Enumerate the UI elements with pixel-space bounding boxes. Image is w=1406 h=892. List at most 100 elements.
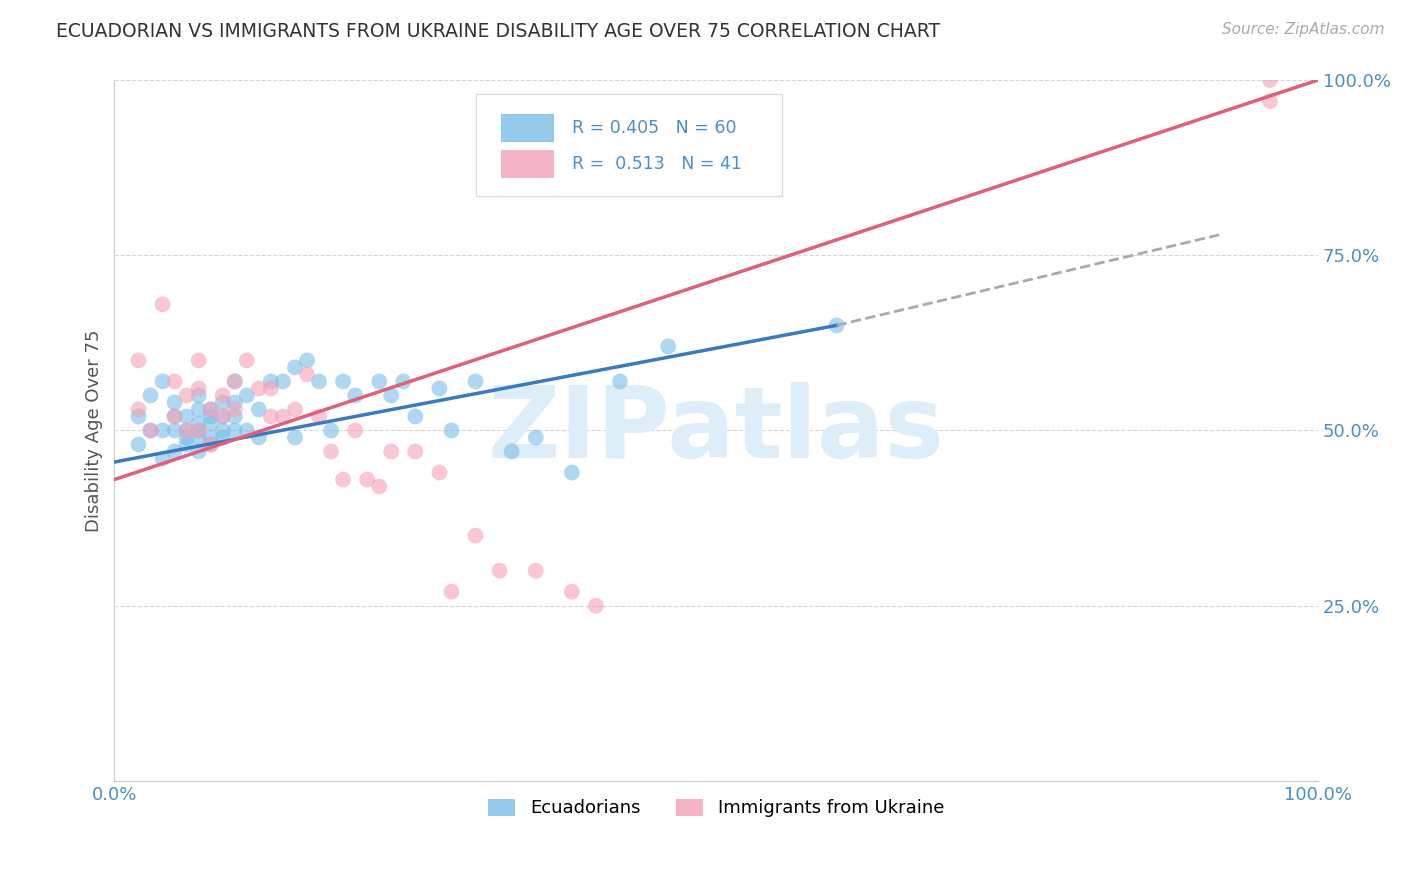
Point	[224, 375, 246, 389]
Point	[284, 360, 307, 375]
Point	[187, 424, 209, 438]
Point	[308, 409, 330, 424]
Y-axis label: Disability Age Over 75: Disability Age Over 75	[86, 329, 103, 532]
Point	[224, 375, 246, 389]
Point	[260, 409, 283, 424]
Point	[440, 424, 463, 438]
Point	[163, 375, 186, 389]
Point	[211, 409, 233, 424]
Point	[464, 528, 486, 542]
Point	[319, 444, 342, 458]
Point	[200, 430, 222, 444]
Point	[200, 402, 222, 417]
Point	[319, 424, 342, 438]
Point	[176, 437, 198, 451]
Point	[609, 375, 631, 389]
Point	[657, 339, 679, 353]
Point	[200, 409, 222, 424]
Point	[524, 430, 547, 444]
Point	[284, 430, 307, 444]
Point	[236, 353, 259, 368]
Point	[284, 402, 307, 417]
Point	[1258, 94, 1281, 108]
Point	[825, 318, 848, 333]
Point	[224, 409, 246, 424]
Point	[127, 353, 149, 368]
Point	[152, 375, 174, 389]
Point	[308, 375, 330, 389]
Point	[211, 424, 233, 438]
Point	[404, 444, 426, 458]
Point	[368, 375, 391, 389]
Point	[440, 584, 463, 599]
Point	[344, 424, 367, 438]
Point	[236, 424, 259, 438]
Point	[224, 402, 246, 417]
Point	[247, 430, 270, 444]
Point	[211, 388, 233, 402]
Text: ECUADORIAN VS IMMIGRANTS FROM UKRAINE DISABILITY AGE OVER 75 CORRELATION CHART: ECUADORIAN VS IMMIGRANTS FROM UKRAINE DI…	[56, 22, 941, 41]
Point	[187, 388, 209, 402]
Point	[332, 375, 354, 389]
Point	[236, 388, 259, 402]
Point	[187, 381, 209, 395]
Point	[356, 473, 378, 487]
Point	[260, 375, 283, 389]
Point	[139, 388, 162, 402]
FancyBboxPatch shape	[501, 113, 554, 142]
Point	[176, 424, 198, 438]
Point	[247, 402, 270, 417]
Point	[211, 409, 233, 424]
Point	[464, 375, 486, 389]
Point	[187, 417, 209, 431]
Legend: Ecuadorians, Immigrants from Ukraine: Ecuadorians, Immigrants from Ukraine	[481, 791, 952, 824]
Point	[561, 584, 583, 599]
Point	[152, 424, 174, 438]
Point	[176, 409, 198, 424]
Point	[200, 417, 222, 431]
Point	[380, 388, 402, 402]
Point	[488, 564, 510, 578]
Point	[404, 409, 426, 424]
Point	[187, 353, 209, 368]
Point	[429, 466, 451, 480]
Point	[585, 599, 607, 613]
Point	[271, 409, 294, 424]
Point	[176, 430, 198, 444]
Point	[392, 375, 415, 389]
Point	[127, 402, 149, 417]
Point	[224, 395, 246, 409]
Point	[139, 424, 162, 438]
FancyBboxPatch shape	[475, 94, 783, 195]
Point	[187, 402, 209, 417]
Point	[176, 388, 198, 402]
Text: R = 0.405   N = 60: R = 0.405 N = 60	[572, 119, 737, 136]
Point	[1258, 73, 1281, 87]
Point	[211, 430, 233, 444]
Point	[139, 424, 162, 438]
Point	[211, 395, 233, 409]
Point	[152, 297, 174, 311]
Point	[163, 424, 186, 438]
Point	[163, 409, 186, 424]
Point	[295, 368, 318, 382]
Point	[163, 444, 186, 458]
Point	[429, 381, 451, 395]
Point	[247, 381, 270, 395]
Point	[561, 466, 583, 480]
Point	[200, 402, 222, 417]
Point	[271, 375, 294, 389]
Point	[187, 444, 209, 458]
Point	[224, 424, 246, 438]
Point	[344, 388, 367, 402]
Point	[332, 473, 354, 487]
Point	[501, 444, 523, 458]
Point	[163, 395, 186, 409]
Point	[163, 409, 186, 424]
Point	[152, 451, 174, 466]
Point	[176, 424, 198, 438]
Point	[260, 381, 283, 395]
Point	[187, 430, 209, 444]
Point	[127, 409, 149, 424]
Point	[524, 564, 547, 578]
